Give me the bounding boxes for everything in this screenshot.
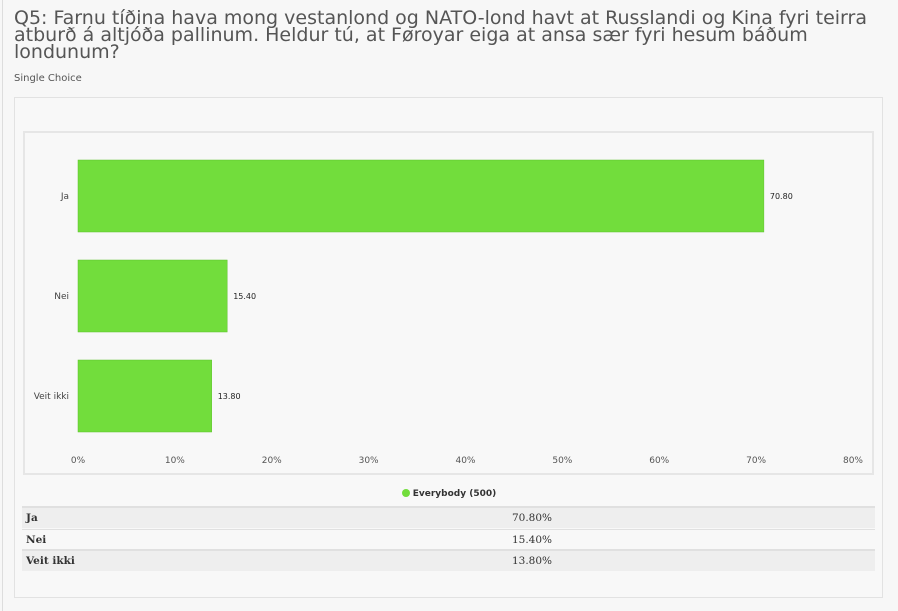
data-label: 70.80 — [770, 192, 793, 201]
x-tick-label: 40% — [455, 456, 475, 466]
table-row: Veit ikki 13.80% — [22, 549, 875, 571]
row-value: 70.80% — [511, 512, 553, 524]
row-label: Ja — [26, 512, 38, 524]
table-row: Nei 15.40% — [22, 529, 875, 550]
question-title: Q5: Farnu tíðina hava mong vestanlond og… — [14, 7, 867, 63]
category-label: Veit ikki — [34, 392, 69, 402]
x-tick-label: 20% — [262, 456, 282, 466]
x-tick-label: 60% — [649, 456, 669, 466]
table-row: Ja 70.80% — [22, 506, 875, 528]
row-label: Veit ikki — [26, 555, 75, 567]
x-tick-label: 70% — [746, 456, 766, 466]
data-label: 15.40 — [233, 292, 256, 301]
row-value: 15.40% — [511, 534, 553, 546]
x-tick-label: 50% — [552, 456, 572, 466]
legend: Everybody (500) — [0, 489, 898, 499]
category-label: Nei — [54, 292, 69, 302]
x-tick-label: 0% — [71, 456, 86, 466]
question-type: Single Choice — [14, 73, 82, 84]
legend-label: Everybody (500) — [412, 489, 497, 499]
bar-ja — [77, 159, 765, 233]
x-tick-label: 30% — [359, 456, 379, 466]
row-value: 13.80% — [511, 555, 553, 567]
x-tick-label: 80% — [843, 456, 863, 466]
bar-nei — [77, 259, 228, 333]
bar-veit-ikki — [77, 359, 212, 433]
data-label: 13.80 — [218, 392, 241, 401]
page-edge — [2, 0, 3, 611]
category-label: Ja — [60, 192, 69, 202]
legend-swatch — [401, 489, 410, 497]
x-tick-label: 10% — [165, 456, 185, 466]
row-label: Nei — [26, 534, 47, 546]
